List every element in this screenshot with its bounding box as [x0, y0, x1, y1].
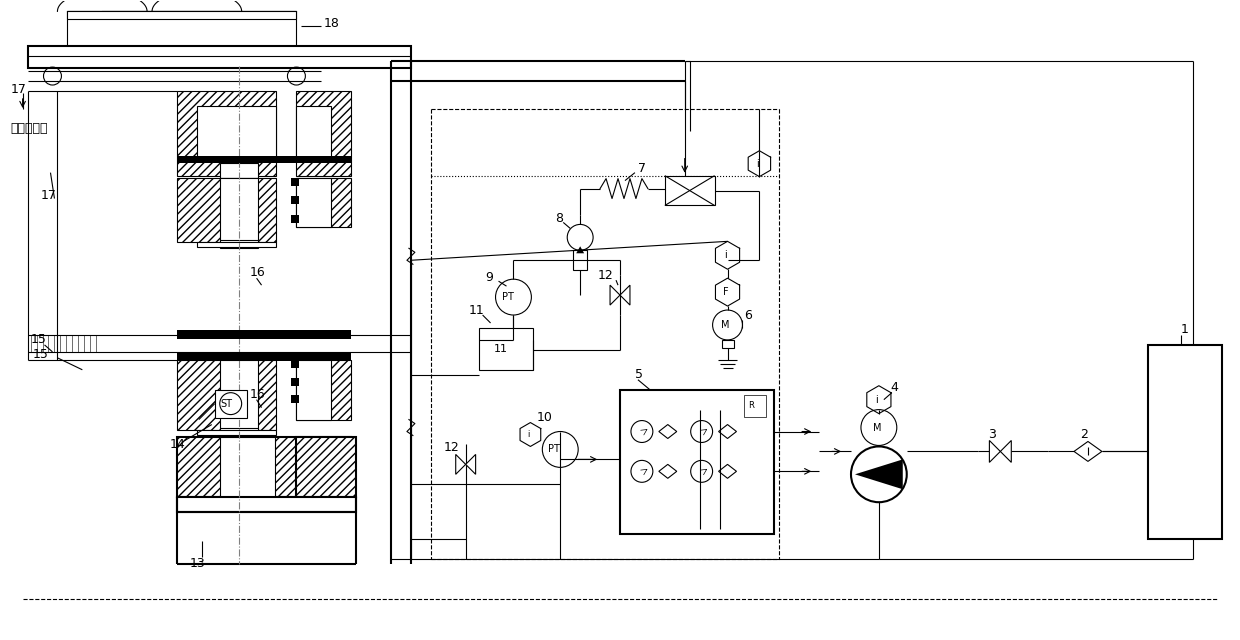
Bar: [215, 390, 247, 417]
Text: i: i: [756, 159, 759, 169]
Bar: [177, 178, 277, 243]
Bar: [197, 429, 277, 435]
Bar: [219, 178, 258, 243]
Bar: [479, 328, 533, 370]
Bar: [296, 106, 331, 161]
Bar: [296, 178, 331, 227]
Text: 12: 12: [598, 269, 614, 282]
Bar: [744, 395, 766, 417]
Bar: [291, 360, 299, 368]
Bar: [296, 438, 356, 497]
Text: 冷却散热水: 冷却散热水: [11, 122, 48, 135]
Text: 16: 16: [249, 266, 265, 278]
Bar: [177, 497, 356, 512]
Bar: [67, 12, 296, 46]
Text: 7: 7: [637, 162, 646, 175]
Text: 18: 18: [324, 17, 340, 30]
Bar: [620, 390, 774, 534]
Text: PT: PT: [501, 292, 513, 302]
Bar: [296, 360, 351, 420]
Text: 1: 1: [1180, 323, 1188, 337]
Bar: [177, 330, 351, 339]
Polygon shape: [854, 460, 903, 489]
Text: 14: 14: [170, 438, 186, 451]
Bar: [722, 340, 734, 348]
Bar: [177, 360, 277, 429]
Bar: [665, 175, 714, 205]
Bar: [219, 360, 258, 429]
Bar: [197, 243, 277, 247]
Text: i: i: [724, 250, 727, 260]
Text: 3: 3: [988, 428, 996, 441]
Polygon shape: [990, 440, 1001, 462]
Bar: [177, 352, 351, 361]
Text: 11: 11: [494, 344, 507, 354]
Text: 15: 15: [32, 348, 48, 362]
Text: M: M: [873, 422, 882, 433]
Text: 17: 17: [11, 83, 26, 95]
Text: 16: 16: [249, 388, 265, 401]
Bar: [573, 250, 588, 270]
Text: M: M: [722, 320, 730, 330]
Bar: [219, 241, 258, 248]
Polygon shape: [577, 246, 584, 253]
Text: 11: 11: [469, 303, 485, 317]
Text: 12: 12: [444, 441, 460, 454]
Text: 17: 17: [41, 189, 56, 202]
Polygon shape: [610, 285, 620, 305]
Bar: [291, 378, 299, 386]
Bar: [27, 46, 410, 68]
Bar: [291, 216, 299, 223]
Text: i: i: [527, 430, 529, 439]
Bar: [177, 438, 351, 497]
Bar: [291, 196, 299, 204]
Text: 6: 6: [744, 308, 753, 321]
Text: i: i: [875, 395, 878, 404]
Polygon shape: [1001, 440, 1012, 462]
Polygon shape: [456, 454, 466, 474]
Bar: [1148, 345, 1223, 539]
Bar: [219, 428, 258, 435]
Text: 15: 15: [31, 333, 46, 346]
Bar: [296, 91, 351, 175]
Bar: [291, 395, 299, 403]
Text: 2: 2: [1080, 428, 1087, 441]
Polygon shape: [620, 285, 630, 305]
Bar: [296, 360, 331, 420]
Bar: [177, 91, 277, 175]
Bar: [219, 163, 258, 178]
Text: 5: 5: [635, 368, 642, 381]
Text: 10: 10: [537, 411, 552, 424]
Text: 13: 13: [190, 557, 206, 570]
Text: 8: 8: [556, 212, 563, 225]
Text: 4: 4: [890, 381, 899, 394]
Text: 9: 9: [486, 271, 494, 284]
Text: PT: PT: [548, 444, 560, 454]
Bar: [219, 438, 274, 497]
Bar: [197, 106, 277, 161]
Bar: [296, 156, 351, 163]
Bar: [67, 12, 296, 19]
Polygon shape: [466, 454, 476, 474]
Bar: [296, 178, 351, 227]
Text: ST: ST: [221, 399, 233, 408]
Bar: [291, 178, 299, 186]
Text: R: R: [749, 401, 754, 410]
Bar: [177, 156, 316, 163]
Text: F: F: [723, 287, 728, 297]
